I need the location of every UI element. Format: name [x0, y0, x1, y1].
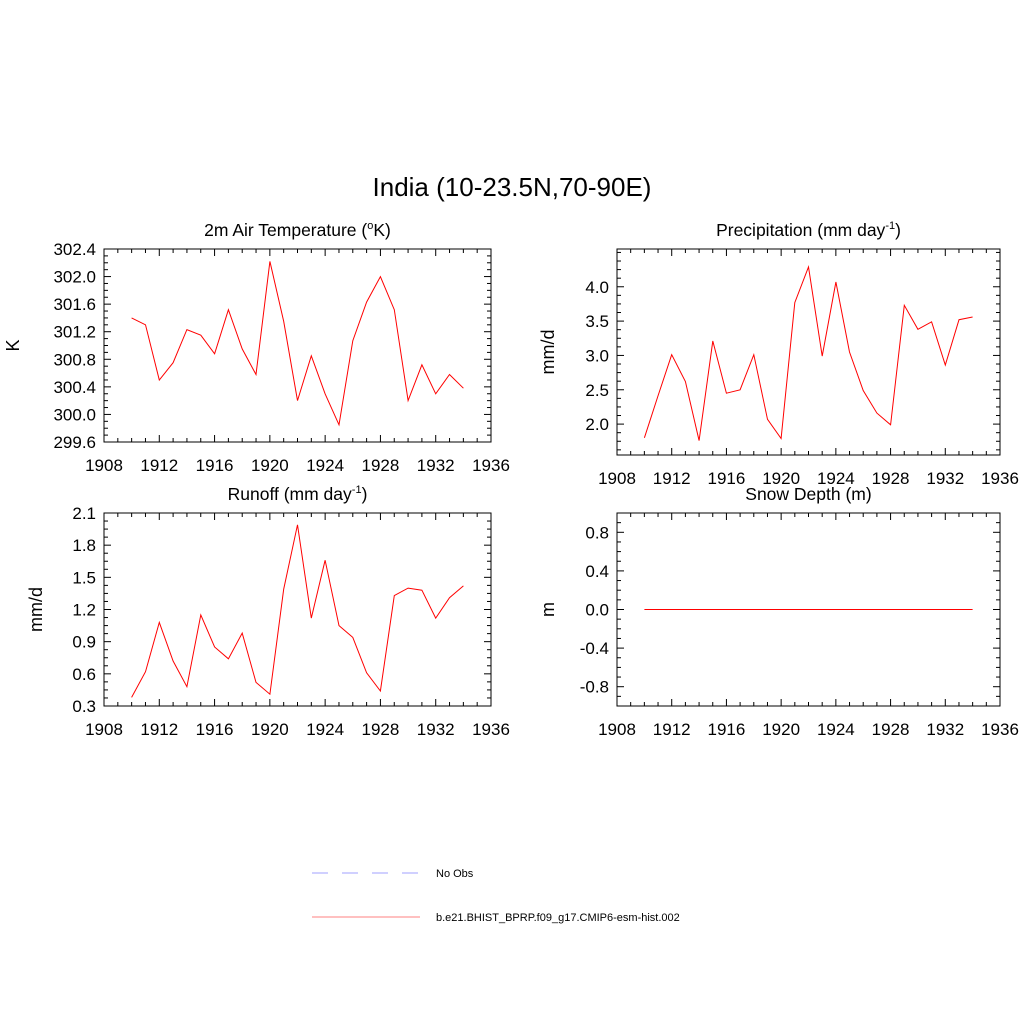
x-tick-label: 1928	[362, 720, 400, 739]
y-tick-label: 4.0	[585, 278, 609, 297]
x-tick-label: 1924	[306, 456, 344, 475]
panel-2: Precipitation (mm day-1) 1908 1912 1916 1920…	[538, 220, 1019, 488]
x-tick-label: 1920	[251, 456, 289, 475]
x-tick-label: 1932	[417, 720, 455, 739]
x-tick-label: 1908	[598, 720, 636, 739]
y-axis-label: mm/d	[538, 330, 558, 375]
y-tick-label: 301.6	[53, 295, 96, 314]
panel-title: Snow Depth (m)	[745, 484, 871, 504]
x-tick-label: 1920	[762, 720, 800, 739]
x-tick-label: 1932	[926, 469, 964, 488]
y-tick-label: 0.6	[72, 665, 96, 684]
panel-title-text: 2m Air Temperature (	[204, 220, 367, 240]
y-tick-label: 300.0	[53, 405, 96, 424]
y-tick-label: 0.4	[585, 562, 609, 581]
x-tick-label: 1916	[708, 469, 746, 488]
panel-title: Runoff (mm day-1)	[228, 484, 368, 504]
y-tick-label: 1.8	[72, 536, 96, 555]
x-tick-label: 1912	[140, 456, 178, 475]
series-line	[131, 524, 464, 698]
legend: No Obs b.e21.BHIST_BPRP.f09_g17.CMIP6-esm…	[312, 868, 680, 924]
panel-title-superscript: -1	[885, 220, 895, 232]
y-tick-label: 299.6	[53, 433, 96, 452]
y-tick-label: 2.5	[585, 381, 609, 400]
y-tick-label: -0.8	[580, 678, 609, 697]
y-tick-label: 302.4	[53, 240, 96, 259]
y-tick-label: 1.5	[72, 568, 96, 587]
x-tick-label: 1932	[926, 720, 964, 739]
x-tick-label: 1928	[872, 469, 910, 488]
y-tick-label: 301.2	[53, 323, 96, 342]
x-tick-label: 1936	[981, 720, 1019, 739]
panels: 2m Air Temperature (oK)1908 1912 1916 1920 1…	[3, 220, 1019, 739]
x-tick-label: 1936	[472, 456, 510, 475]
x-tick-label: 1932	[417, 456, 455, 475]
x-tick-label: 1916	[196, 720, 234, 739]
y-axis-label: mm/d	[26, 587, 46, 632]
x-tick-label: 1936	[981, 469, 1019, 488]
x-tick-label: 1912	[140, 720, 178, 739]
figure-title: India (10-23.5N,70-90E)	[373, 172, 652, 202]
y-tick-label: 2.1	[72, 504, 96, 523]
x-tick-label: 1928	[362, 456, 400, 475]
panel-3: Runoff (mm day-1) 1908 1912 1916 1920 1924 192…	[26, 484, 510, 739]
y-tick-label: 302.0	[53, 268, 96, 287]
y-tick-label: 3.0	[585, 346, 609, 365]
y-tick-label: 300.4	[53, 378, 96, 397]
y-tick-label: 2.0	[585, 415, 609, 434]
y-tick-label: 0.3	[72, 697, 96, 716]
y-tick-label: 0.0	[585, 601, 609, 620]
x-tick-label: 1924	[306, 720, 344, 739]
x-tick-label: 1924	[817, 720, 855, 739]
x-tick-label: 1916	[708, 720, 746, 739]
x-tick-label: 1908	[85, 456, 123, 475]
panel-1: 2m Air Temperature (oK) 1908 1912 1916 1920 1…	[3, 220, 510, 475]
y-tick-label: -0.4	[580, 639, 609, 658]
y-tick-label: 0.9	[72, 633, 96, 652]
panel-title-text: Snow Depth (m)	[745, 484, 871, 504]
panel-title-end: K)	[373, 220, 391, 240]
panel-title-end: )	[895, 220, 901, 240]
panel-4: Snow Depth (m) 1908 1912 1916 1920 1924 1928 19…	[538, 484, 1019, 739]
y-axis-label: K	[3, 339, 23, 351]
y-tick-label: 3.5	[585, 312, 609, 331]
panel-title-superscript: -1	[352, 484, 362, 496]
legend-item: No Obs	[312, 868, 474, 880]
x-tick-label: 1908	[598, 469, 636, 488]
legend-item: b.e21.BHIST_BPRP.f09_g17.CMIP6-esm-hist.…	[312, 912, 680, 924]
legend-label: No Obs	[436, 868, 474, 880]
x-tick-label: 1928	[872, 720, 910, 739]
plot-frame	[103, 248, 492, 443]
legend-label: b.e21.BHIST_BPRP.f09_g17.CMIP6-esm-hist.…	[436, 912, 680, 924]
y-tick-label: 1.2	[72, 601, 96, 620]
y-tick-label: 0.8	[585, 523, 609, 542]
plot-frame	[103, 512, 492, 707]
panel-title: Precipitation (mm day-1)	[716, 220, 901, 240]
panel-title-text: Runoff (mm day	[228, 484, 352, 504]
y-axis-label: m	[538, 602, 558, 617]
panel-title: 2m Air Temperature (oK)	[204, 220, 391, 240]
panel-title-end: )	[362, 484, 368, 504]
panel-title-text: Precipitation (mm day	[716, 220, 885, 240]
x-tick-label: 1908	[85, 720, 123, 739]
panel-title-superscript: o	[367, 220, 373, 232]
x-tick-label: 1916	[196, 456, 234, 475]
x-tick-label: 1920	[251, 720, 289, 739]
plot-frame	[616, 248, 1001, 456]
x-tick-label: 1920	[762, 469, 800, 488]
series-line	[131, 261, 464, 427]
series-line	[643, 264, 973, 441]
x-tick-label: 1912	[653, 469, 691, 488]
x-tick-label: 1936	[472, 720, 510, 739]
y-tick-label: 300.8	[53, 350, 96, 369]
x-tick-label: 1912	[653, 720, 691, 739]
x-tick-label: 1924	[817, 469, 855, 488]
